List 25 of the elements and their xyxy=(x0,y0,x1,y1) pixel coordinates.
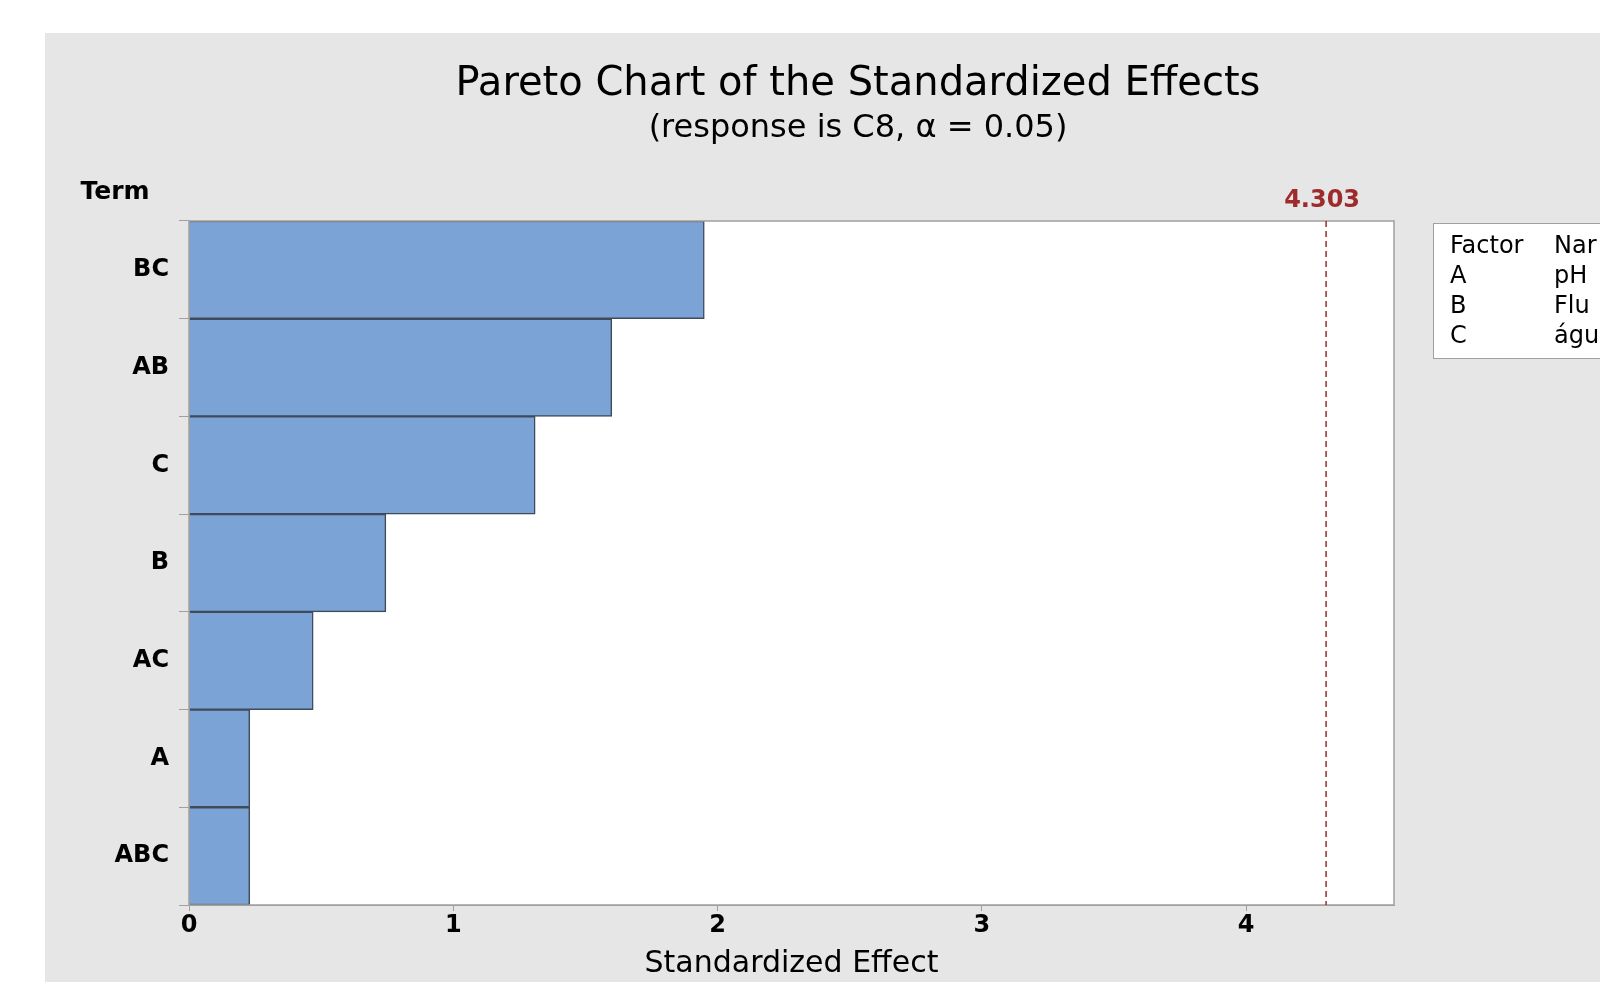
text: Flu xyxy=(1554,290,1591,320)
x-tick-label: 4 xyxy=(1237,909,1255,938)
y-tick-label: AB xyxy=(132,351,169,380)
y-tick-label: AC xyxy=(132,644,169,673)
text: C xyxy=(1450,320,1468,350)
text: Nar xyxy=(1554,230,1598,260)
text: águ xyxy=(1554,320,1600,350)
text: A xyxy=(1450,260,1468,290)
text: Factor xyxy=(1450,230,1525,260)
y-axis-title: Term xyxy=(80,175,150,205)
y-tick-label: C xyxy=(151,449,169,478)
y-tick-label: B xyxy=(150,547,169,576)
text: B xyxy=(1450,290,1468,320)
chart-title: Pareto Chart of the Standardized Effects xyxy=(455,58,1261,105)
x-tick-label: 3 xyxy=(973,909,991,938)
ref-line-label: 4.303 xyxy=(1284,185,1361,214)
x-tick-label: 0 xyxy=(180,909,198,938)
x-axis-title: Standardized Effect xyxy=(644,943,939,979)
y-tick-label: BC xyxy=(133,254,169,283)
x-tick-label: 1 xyxy=(444,909,462,938)
y-tick-label: ABC xyxy=(114,840,169,869)
y-tick-label: A xyxy=(150,742,170,771)
x-tick-label: 2 xyxy=(709,909,726,938)
chart-subtitle: (response is C8, α = 0.05) xyxy=(648,107,1068,146)
text: pH xyxy=(1554,260,1589,290)
